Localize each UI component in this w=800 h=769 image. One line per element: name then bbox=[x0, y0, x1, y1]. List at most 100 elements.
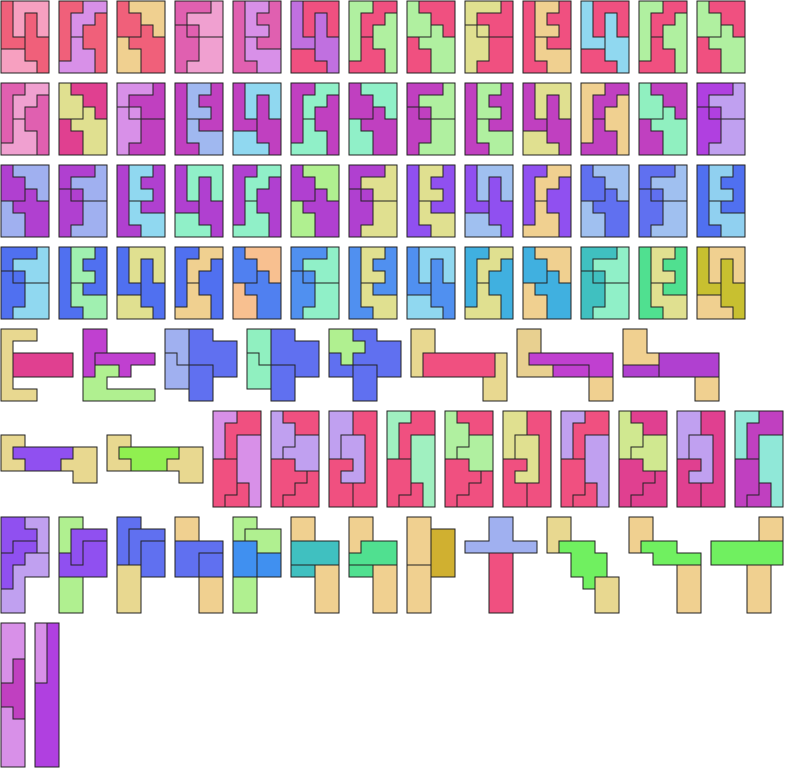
cell bbox=[269, 307, 281, 319]
cell bbox=[37, 259, 49, 271]
cell bbox=[1, 119, 13, 131]
cell bbox=[639, 271, 651, 283]
cell bbox=[303, 107, 315, 119]
cell bbox=[431, 201, 443, 213]
cell bbox=[593, 259, 605, 271]
cell bbox=[1, 341, 13, 353]
cell bbox=[95, 353, 107, 365]
cell bbox=[407, 213, 419, 225]
tiling bbox=[0, 434, 98, 484]
cell bbox=[443, 283, 455, 295]
cell bbox=[257, 201, 269, 213]
cell bbox=[117, 307, 129, 319]
tiling bbox=[348, 246, 398, 320]
cell bbox=[1, 295, 13, 307]
cell bbox=[697, 247, 709, 259]
cell bbox=[501, 283, 513, 295]
cell bbox=[341, 483, 353, 495]
cell bbox=[411, 411, 423, 423]
cell bbox=[303, 283, 315, 295]
cell bbox=[187, 1, 199, 13]
cell bbox=[245, 49, 257, 61]
cell bbox=[117, 295, 129, 307]
cell bbox=[303, 307, 315, 319]
cell bbox=[341, 495, 353, 507]
cell bbox=[353, 365, 365, 377]
cell bbox=[697, 95, 709, 107]
cell bbox=[175, 189, 187, 201]
cell bbox=[141, 49, 153, 61]
cell bbox=[447, 365, 459, 377]
cell bbox=[559, 213, 571, 225]
cell bbox=[245, 177, 257, 189]
cell bbox=[327, 25, 339, 37]
cell bbox=[469, 411, 481, 423]
cell bbox=[559, 119, 571, 131]
cell bbox=[25, 25, 37, 37]
cell bbox=[315, 119, 327, 131]
cell bbox=[423, 423, 435, 435]
cell bbox=[199, 13, 211, 25]
cell bbox=[675, 307, 687, 319]
cell bbox=[559, 83, 571, 95]
cell bbox=[697, 61, 709, 73]
cell bbox=[695, 377, 707, 389]
cell bbox=[431, 213, 443, 225]
cell bbox=[647, 353, 659, 365]
cell bbox=[213, 341, 225, 353]
cell bbox=[153, 107, 165, 119]
cell bbox=[201, 329, 213, 341]
cell bbox=[211, 131, 223, 143]
cell bbox=[191, 447, 203, 459]
cell bbox=[547, 49, 559, 61]
cell bbox=[1, 83, 13, 95]
cell bbox=[709, 13, 721, 25]
cell bbox=[377, 353, 389, 365]
cell bbox=[581, 107, 593, 119]
cell bbox=[71, 247, 83, 259]
cell bbox=[639, 213, 651, 225]
cell bbox=[1, 259, 13, 271]
cell bbox=[117, 1, 129, 13]
cell bbox=[141, 83, 153, 95]
tiling bbox=[580, 164, 630, 238]
cell bbox=[733, 119, 745, 131]
cell bbox=[25, 1, 37, 13]
cell bbox=[271, 377, 283, 389]
cell bbox=[257, 119, 269, 131]
cell bbox=[709, 119, 721, 131]
cell bbox=[187, 61, 199, 73]
cell bbox=[477, 165, 489, 177]
cell bbox=[349, 119, 361, 131]
cell bbox=[365, 447, 377, 459]
cell bbox=[663, 247, 675, 259]
cell bbox=[315, 177, 327, 189]
cell bbox=[117, 213, 129, 225]
cell bbox=[663, 201, 675, 213]
cell bbox=[489, 271, 501, 283]
cell bbox=[37, 119, 49, 131]
cell bbox=[663, 13, 675, 25]
cell bbox=[639, 295, 651, 307]
tiling bbox=[464, 164, 514, 238]
cell bbox=[257, 307, 269, 319]
cell bbox=[211, 307, 223, 319]
cell bbox=[385, 119, 397, 131]
cell bbox=[581, 131, 593, 143]
cell bbox=[95, 295, 107, 307]
cell bbox=[407, 37, 419, 49]
cell bbox=[329, 435, 341, 447]
cell bbox=[71, 283, 83, 295]
cell bbox=[547, 165, 559, 177]
cell bbox=[373, 49, 385, 61]
cell bbox=[675, 247, 687, 259]
cell bbox=[547, 307, 559, 319]
cell bbox=[663, 295, 675, 307]
cell bbox=[617, 201, 629, 213]
cell bbox=[25, 131, 37, 143]
cell bbox=[387, 423, 399, 435]
cell bbox=[129, 119, 141, 131]
cell bbox=[501, 201, 513, 213]
cell bbox=[535, 165, 547, 177]
cell bbox=[25, 271, 37, 283]
